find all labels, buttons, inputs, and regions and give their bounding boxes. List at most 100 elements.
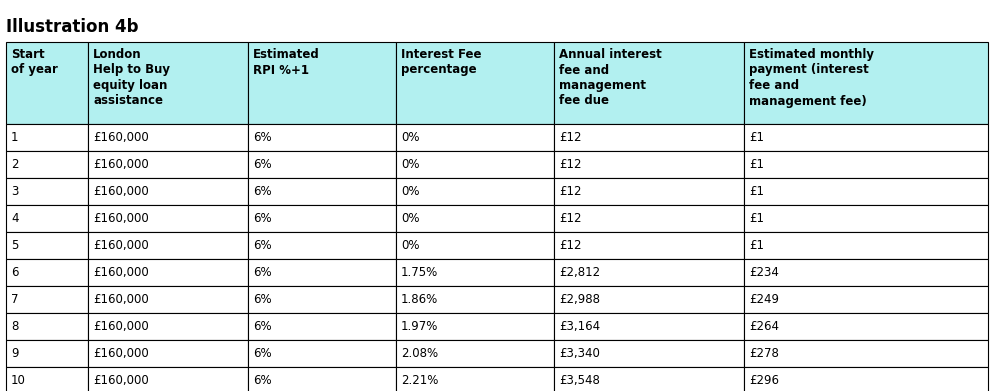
- Text: 2.08%: 2.08%: [401, 347, 438, 360]
- Text: Estimated
RPI %+1: Estimated RPI %+1: [253, 48, 319, 77]
- Bar: [396, 124, 554, 151]
- Text: 8: 8: [11, 320, 19, 333]
- Text: 1.97%: 1.97%: [401, 320, 438, 333]
- Text: £160,000: £160,000: [93, 266, 149, 279]
- Bar: [396, 286, 554, 313]
- Bar: [744, 151, 988, 178]
- Bar: [6, 367, 88, 391]
- Text: £1: £1: [749, 158, 764, 171]
- Bar: [396, 205, 554, 232]
- Bar: [88, 259, 248, 286]
- Bar: [88, 286, 248, 313]
- Bar: [396, 178, 554, 205]
- Text: £3,548: £3,548: [559, 374, 600, 387]
- Bar: [554, 178, 744, 205]
- Bar: [744, 313, 988, 340]
- Text: £160,000: £160,000: [93, 185, 149, 198]
- Text: Start
of year: Start of year: [11, 48, 58, 77]
- Bar: [6, 259, 88, 286]
- Text: 1.75%: 1.75%: [401, 266, 438, 279]
- Text: £12: £12: [559, 185, 581, 198]
- Bar: [744, 124, 988, 151]
- Text: 1: 1: [11, 131, 19, 144]
- Text: 10: 10: [11, 374, 26, 387]
- Text: 0%: 0%: [401, 212, 420, 225]
- Text: 7: 7: [11, 293, 19, 306]
- Bar: [88, 340, 248, 367]
- Bar: [88, 367, 248, 391]
- Text: 6%: 6%: [253, 293, 272, 306]
- Bar: [88, 151, 248, 178]
- Text: 5: 5: [11, 239, 19, 252]
- Bar: [744, 259, 988, 286]
- Bar: [554, 313, 744, 340]
- Text: £264: £264: [749, 320, 779, 333]
- Bar: [554, 232, 744, 259]
- Text: Illustration 4b: Illustration 4b: [6, 18, 139, 36]
- Text: 6%: 6%: [253, 266, 272, 279]
- Bar: [248, 340, 396, 367]
- Bar: [88, 313, 248, 340]
- Text: 6%: 6%: [253, 185, 272, 198]
- Bar: [248, 259, 396, 286]
- Bar: [88, 178, 248, 205]
- Text: Estimated monthly
payment (interest
fee and
management fee): Estimated monthly payment (interest fee …: [749, 48, 874, 108]
- Text: £278: £278: [749, 347, 779, 360]
- Bar: [554, 205, 744, 232]
- Text: £296: £296: [749, 374, 779, 387]
- Text: 0%: 0%: [401, 239, 420, 252]
- Text: 0%: 0%: [401, 131, 420, 144]
- Bar: [396, 313, 554, 340]
- Text: £160,000: £160,000: [93, 320, 149, 333]
- Bar: [744, 205, 988, 232]
- Text: 6%: 6%: [253, 131, 272, 144]
- Bar: [396, 151, 554, 178]
- Bar: [744, 232, 988, 259]
- Text: 2.21%: 2.21%: [401, 374, 438, 387]
- Bar: [396, 232, 554, 259]
- Bar: [248, 151, 396, 178]
- Text: £160,000: £160,000: [93, 212, 149, 225]
- Bar: [554, 42, 744, 124]
- Bar: [88, 205, 248, 232]
- Bar: [248, 124, 396, 151]
- Text: 6%: 6%: [253, 347, 272, 360]
- Text: Annual interest
fee and
management
fee due: Annual interest fee and management fee d…: [559, 48, 662, 108]
- Bar: [744, 286, 988, 313]
- Text: 4: 4: [11, 212, 19, 225]
- Bar: [248, 205, 396, 232]
- Bar: [396, 367, 554, 391]
- Text: £12: £12: [559, 158, 581, 171]
- Bar: [6, 286, 88, 313]
- Bar: [88, 232, 248, 259]
- Text: Interest Fee
percentage: Interest Fee percentage: [401, 48, 481, 77]
- Bar: [396, 259, 554, 286]
- Bar: [88, 42, 248, 124]
- Text: £12: £12: [559, 239, 581, 252]
- Bar: [554, 259, 744, 286]
- Bar: [248, 367, 396, 391]
- Bar: [6, 151, 88, 178]
- Text: 6%: 6%: [253, 320, 272, 333]
- Text: London
Help to Buy
equity loan
assistance: London Help to Buy equity loan assistanc…: [93, 48, 170, 108]
- Text: 6%: 6%: [253, 158, 272, 171]
- Text: 6: 6: [11, 266, 19, 279]
- Bar: [396, 42, 554, 124]
- Bar: [6, 232, 88, 259]
- Bar: [6, 205, 88, 232]
- Bar: [248, 232, 396, 259]
- Text: £160,000: £160,000: [93, 239, 149, 252]
- Bar: [554, 367, 744, 391]
- Text: £12: £12: [559, 212, 581, 225]
- Text: £160,000: £160,000: [93, 131, 149, 144]
- Text: £1: £1: [749, 131, 764, 144]
- Text: 0%: 0%: [401, 158, 420, 171]
- Bar: [554, 286, 744, 313]
- Text: 1.86%: 1.86%: [401, 293, 438, 306]
- Bar: [396, 340, 554, 367]
- Bar: [554, 340, 744, 367]
- Text: £3,340: £3,340: [559, 347, 600, 360]
- Text: £160,000: £160,000: [93, 347, 149, 360]
- Text: £2,988: £2,988: [559, 293, 600, 306]
- Text: 6%: 6%: [253, 374, 272, 387]
